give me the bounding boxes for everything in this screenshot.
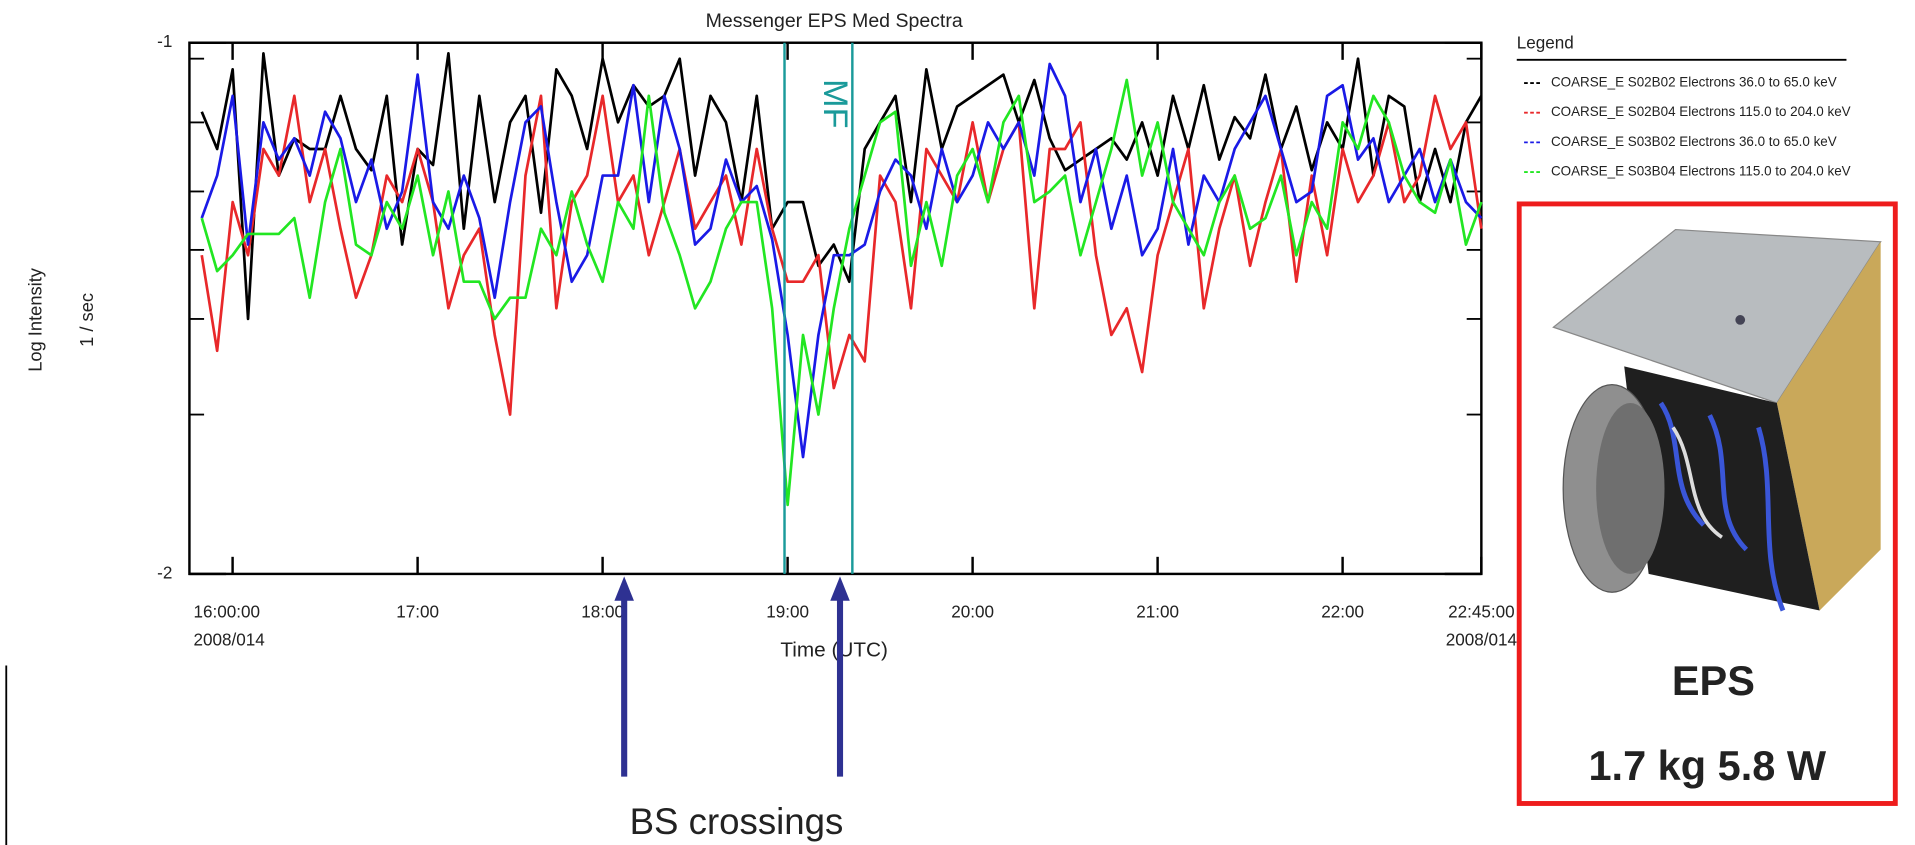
photo-wire [1671, 426, 1723, 539]
legend-label: COARSE_E S02B04 Electrons 115.0 to 204.0… [1551, 104, 1851, 119]
x-tick-label: 21:00 [1136, 603, 1179, 622]
y-tick-label: -2 [157, 563, 172, 582]
photo-side [1776, 241, 1881, 611]
x-tick-sublabel: 2008/014 [194, 631, 265, 650]
series-line [200, 94, 1483, 416]
x-tick-label: 22:45:00 [1448, 603, 1514, 622]
x-tick-label: 17:00 [396, 603, 439, 622]
instrument-photo [1552, 228, 1882, 612]
plot-frame [188, 41, 1483, 576]
legend-title: Legend [1517, 33, 1574, 52]
series-line [200, 62, 1483, 459]
chart-title: Messenger EPS Med Spectra [706, 10, 963, 32]
legend-label: COARSE_E S02B02 Electrons 36.0 to 65.0 k… [1551, 75, 1837, 90]
bs-arrow-head [830, 576, 850, 601]
instrument-name: EPS [1672, 657, 1755, 704]
photo-detector-inner [1596, 402, 1665, 574]
series-line [200, 78, 1483, 507]
x-axis-label: Time (UTC) [780, 638, 888, 661]
mf-label: MF [816, 79, 854, 128]
x-tick-label: 20:00 [951, 603, 994, 622]
photo-screw [1735, 315, 1746, 325]
y-axis-unit: 1 / sec [76, 293, 97, 347]
instrument-specs: 1.7 kg 5.8 W [1588, 742, 1826, 789]
bs-arrow-head [614, 576, 634, 601]
legend-label: COARSE_E S03B02 Electrons 36.0 to 65.0 k… [1551, 134, 1837, 149]
photo-cables [1658, 401, 1786, 612]
instrument-panel: EPS 1.7 kg 5.8 W [1516, 201, 1898, 806]
legend-label: COARSE_E S03B04 Electrons 115.0 to 204.0… [1551, 164, 1851, 179]
x-tick-label: 19:00 [766, 603, 809, 622]
y-axis-label: Log Intensity [25, 267, 46, 372]
x-tick-label: 16:00:00 [194, 603, 260, 622]
bs-label: BS crossings [630, 801, 844, 842]
x-tick-label: 22:00 [1321, 603, 1364, 622]
y-tick-label: -1 [157, 32, 172, 51]
x-tick-label: 18:00 [581, 603, 624, 622]
x-tick-sublabel: 2008/014 [1446, 631, 1517, 650]
